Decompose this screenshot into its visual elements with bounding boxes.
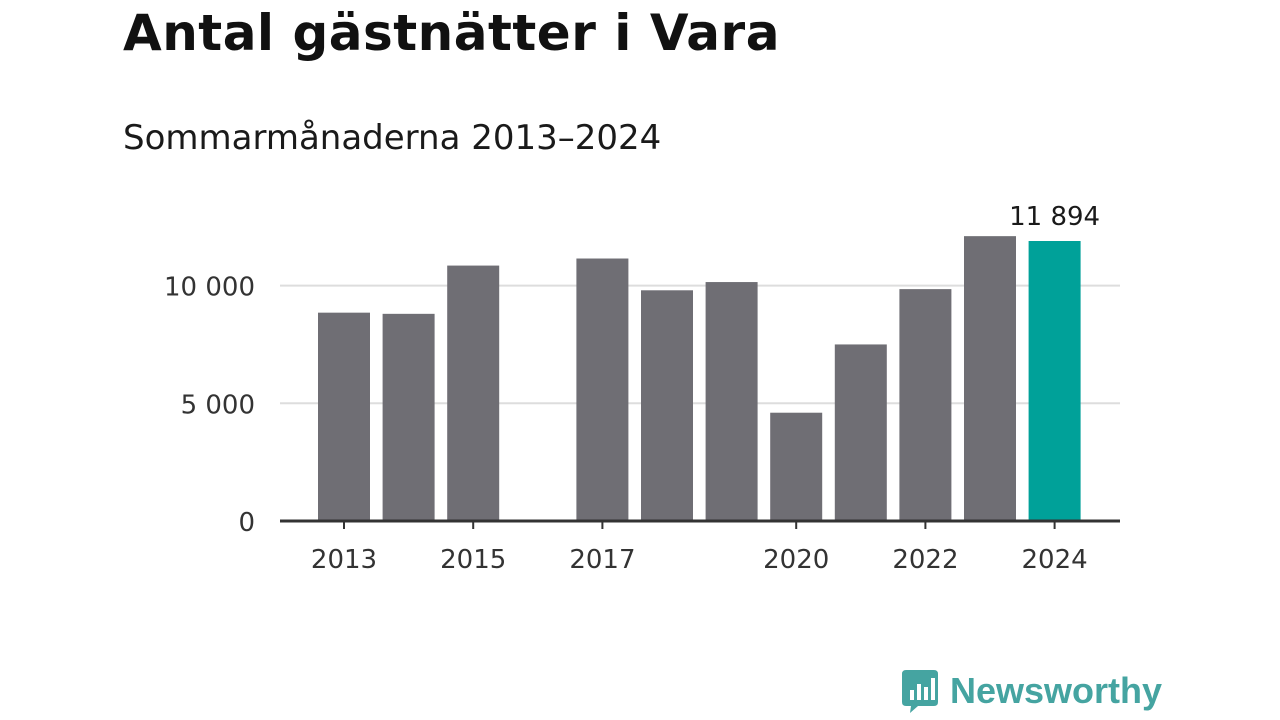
bar-2018 [641, 290, 693, 521]
y-tick-label: 10 000 [164, 273, 255, 303]
y-tick-label: 5 000 [181, 390, 255, 420]
x-tick-label: 2017 [569, 545, 635, 575]
chart-title: Antal gästnätter i Vara [123, 4, 780, 62]
x-tick-label: 2015 [440, 545, 506, 575]
x-tick-label: 2020 [763, 545, 829, 575]
bar-2021 [834, 344, 887, 521]
bar-2017 [576, 258, 629, 521]
newsworthy-logo-icon [902, 670, 938, 713]
bar-2023 [964, 236, 1016, 521]
bar-2019 [705, 282, 758, 521]
data-label: 11 894 [1009, 202, 1100, 232]
newsworthy-logo: Newsworthy [900, 668, 1162, 714]
brand-name: Newsworthy [950, 670, 1163, 711]
bar-2022 [899, 289, 952, 521]
x-tick-label: 2024 [1022, 545, 1088, 575]
bar-2024 [1028, 241, 1081, 521]
x-tick-label: 2022 [892, 545, 958, 575]
bar-2014 [382, 313, 435, 521]
y-tick-label: 0 [238, 508, 255, 538]
bar-2013 [318, 312, 370, 521]
x-tick-label: 2013 [311, 545, 377, 575]
chart-subtitle: Sommarmånaderna 2013–2024 [123, 118, 662, 158]
bar-2015 [447, 265, 500, 521]
bar-2020 [770, 412, 823, 521]
